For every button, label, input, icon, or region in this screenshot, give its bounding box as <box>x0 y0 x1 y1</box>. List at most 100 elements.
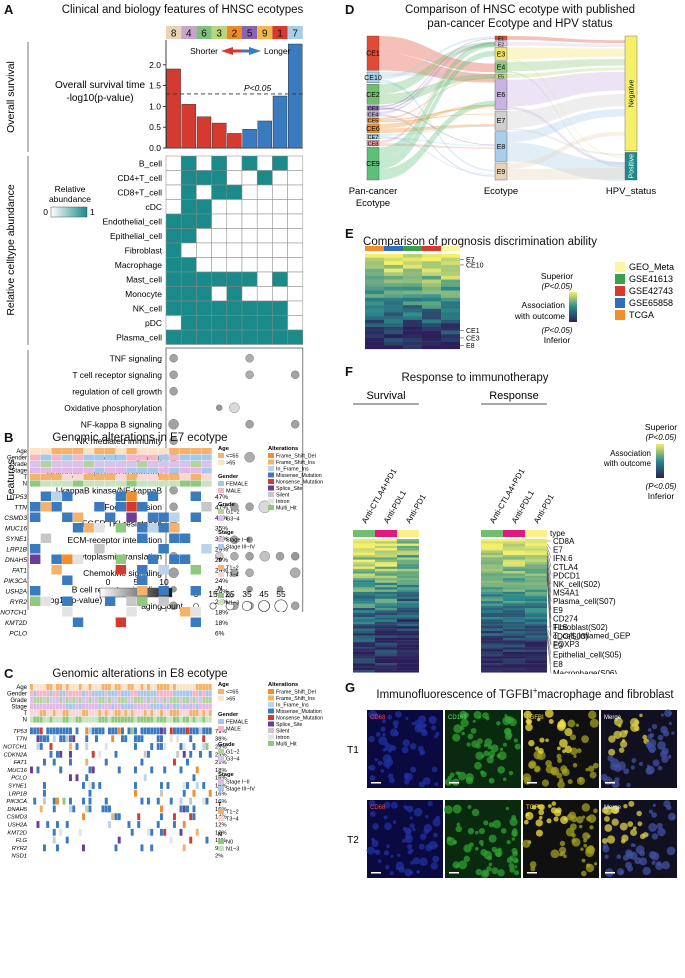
track-cell <box>111 710 115 717</box>
mutation-cell <box>101 805 105 813</box>
track-cell <box>52 716 56 723</box>
feature-row-label: NK mediated immunity <box>76 436 162 446</box>
track-cell <box>69 690 72 697</box>
mutation-cell <box>158 544 169 554</box>
track-cell <box>190 448 201 455</box>
track-cell <box>173 716 176 723</box>
mutation-cell <box>182 727 186 735</box>
mutation-cell <box>126 607 137 617</box>
heatmap-cell <box>353 647 375 650</box>
heatmap-cell <box>503 598 525 602</box>
track-cell <box>166 716 170 723</box>
row-tick <box>546 552 552 576</box>
heatmap-cell <box>365 308 384 313</box>
legend-group-title: T <box>218 802 222 808</box>
mutation-cell <box>49 743 53 750</box>
track-cell <box>202 684 206 691</box>
heatmap-cell <box>375 614 397 618</box>
if-cell-blob <box>508 770 514 776</box>
mutation-cell <box>202 782 206 789</box>
heatmap-cell <box>525 608 547 611</box>
ecotype-header-box <box>211 26 227 39</box>
heatmap-cell <box>353 582 375 586</box>
mutation-cell <box>169 797 173 805</box>
track-cell <box>137 710 141 717</box>
abundance-legend-title: Relative <box>55 184 86 194</box>
legend-group-title: Stage <box>218 772 235 778</box>
track-cell <box>179 474 191 481</box>
feature-dot <box>230 552 239 561</box>
heatmap-cell <box>481 591 503 595</box>
mutation-cell <box>134 727 137 735</box>
legend-swatch <box>268 728 274 733</box>
if-cell-blob <box>604 816 610 822</box>
ecotype-header-box <box>242 26 258 39</box>
heatmap-cell <box>503 619 525 622</box>
track-cell <box>156 703 160 710</box>
heatmap-cell <box>365 268 384 273</box>
if-cell-blob <box>602 845 610 853</box>
heatmap-cell <box>375 591 397 595</box>
mutation-cell <box>150 828 154 836</box>
track-cell <box>94 454 105 461</box>
heatmap-cell <box>422 312 441 317</box>
heatmap-cell <box>503 594 525 597</box>
mutation-cell <box>150 727 154 735</box>
heatmap-cell <box>397 635 419 639</box>
abundance-cell <box>211 228 228 244</box>
if-cell-blob <box>614 777 620 783</box>
if-cell-blob <box>628 800 635 807</box>
track-cell <box>115 480 127 487</box>
sankey-node-mid <box>494 41 508 47</box>
track-cell <box>189 684 193 691</box>
panel-b-title: Genomic alterations in E7 ecotype <box>52 432 228 444</box>
gene-pct: 29% <box>215 567 228 574</box>
abundance-cell <box>241 242 258 258</box>
heatmap-cell <box>481 564 503 567</box>
track-cell <box>117 684 121 691</box>
mutation-cell <box>163 828 167 836</box>
track-label: Gender <box>7 456 27 462</box>
if-cell-blob <box>657 734 664 741</box>
mutation-cell <box>127 727 131 735</box>
if-cell-blob <box>463 844 472 853</box>
track-cell <box>179 716 183 723</box>
if-cell-blob <box>402 739 410 747</box>
ecotype-header-label: 7 <box>292 29 298 40</box>
track-cell <box>59 710 63 717</box>
track-cell <box>201 474 212 481</box>
sankey-flow <box>507 142 625 182</box>
track-cell <box>108 710 111 717</box>
track-cell <box>49 690 53 697</box>
mutation-cell <box>88 805 92 813</box>
abundance-legend-max: 1 <box>90 207 95 217</box>
heatmap-cell <box>481 626 503 629</box>
cell-row-label: Plasma_cell <box>116 333 162 343</box>
track-cell <box>169 684 173 691</box>
if-cell-blob <box>406 843 413 850</box>
if-cell-blob <box>616 761 626 771</box>
track-cell <box>40 480 52 487</box>
track-cell <box>46 684 50 691</box>
gene-pct: 18% <box>215 620 228 627</box>
abundance-cell <box>180 228 197 244</box>
arrow-left-shaft <box>233 49 241 53</box>
mutation-cell <box>140 735 144 743</box>
panel-f-title: Response to immunotherapy <box>401 372 549 384</box>
mutation-cell <box>192 789 196 797</box>
track-cell <box>30 448 41 455</box>
heatmap-cell <box>397 651 419 655</box>
legend-item: MALE <box>226 727 241 733</box>
heatmap-cell <box>481 624 503 627</box>
if-cell-blob <box>481 754 485 758</box>
heatmap-cell <box>397 543 419 547</box>
track-cell <box>104 697 108 704</box>
group-response: Response <box>489 390 539 402</box>
if-cell-blob <box>661 747 669 756</box>
heatmap-cell <box>397 647 419 650</box>
heatmap-cell <box>525 573 547 576</box>
track-cell <box>179 480 191 487</box>
sankey-node-mid-label: E5 <box>498 75 504 81</box>
heatmap-cell <box>403 261 422 266</box>
heatmap-cell <box>481 637 503 641</box>
